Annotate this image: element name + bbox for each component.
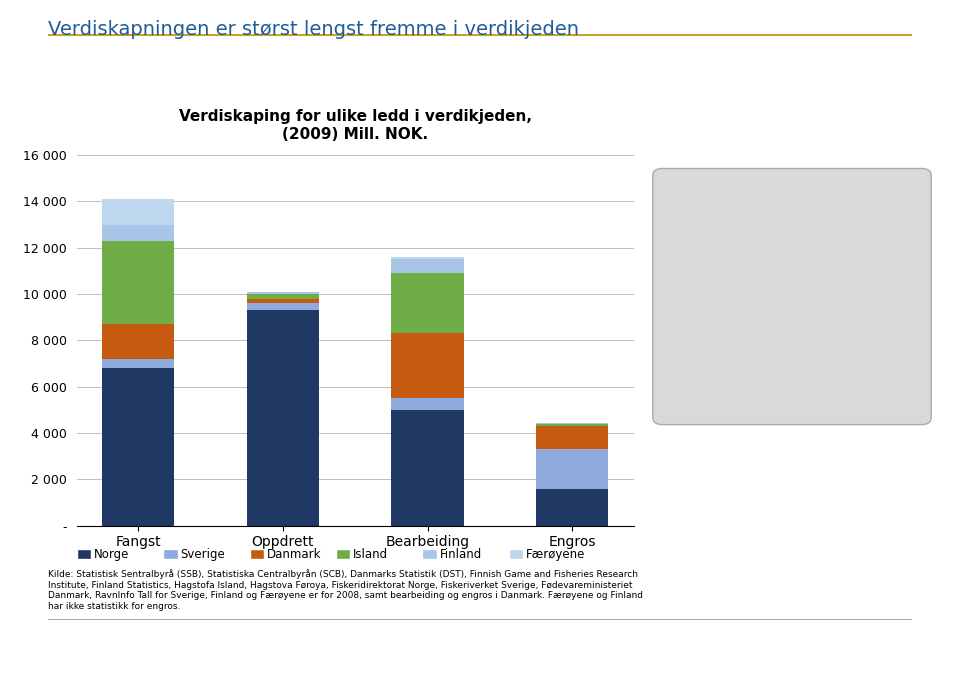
Text: Verdiskaping for ulike ledd i verdikjeden,
(2009) Mill. NOK.: Verdiskaping for ulike ledd i verdikjede… <box>179 109 532 142</box>
Bar <box>392 259 464 273</box>
Bar <box>392 257 464 259</box>
Bar <box>392 334 464 398</box>
Bar <box>102 368 175 526</box>
Text: Færøyene: Færøyene <box>526 547 586 561</box>
Text: Finland: Finland <box>440 547 482 561</box>
Bar <box>536 424 609 426</box>
Bar <box>247 292 319 294</box>
Bar <box>247 303 319 310</box>
Text: Kilde: Statistisk Sentralbyrå (SSB), Statistiska Centralbyrån (SCB), Danmarks St: Kilde: Statistisk Sentralbyrå (SSB), Sta… <box>48 570 643 611</box>
Bar <box>392 273 464 334</box>
Bar <box>102 199 175 224</box>
Text: Norge: Norge <box>94 547 130 561</box>
Text: Danmark: Danmark <box>267 547 322 561</box>
Bar <box>392 410 464 526</box>
Text: Sverige: Sverige <box>180 547 226 561</box>
Text: Verdiskapingen er
her beregnet som
resultat (hvor
EBITDA som
resultatmål) +
arbe: Verdiskapingen er her beregnet som resul… <box>730 231 854 363</box>
Bar <box>102 241 175 324</box>
Bar <box>536 426 609 450</box>
Text: Island: Island <box>353 547 389 561</box>
Bar <box>536 423 609 424</box>
Bar <box>247 310 319 526</box>
Bar <box>536 489 609 526</box>
Bar <box>102 359 175 368</box>
Bar <box>102 324 175 359</box>
Bar <box>392 398 464 410</box>
Bar <box>247 299 319 303</box>
Bar <box>102 224 175 241</box>
Bar <box>247 294 319 299</box>
Text: Verdiskapningen er størst lengst fremme i verdikjeden: Verdiskapningen er størst lengst fremme … <box>48 20 579 39</box>
Bar <box>536 450 609 489</box>
